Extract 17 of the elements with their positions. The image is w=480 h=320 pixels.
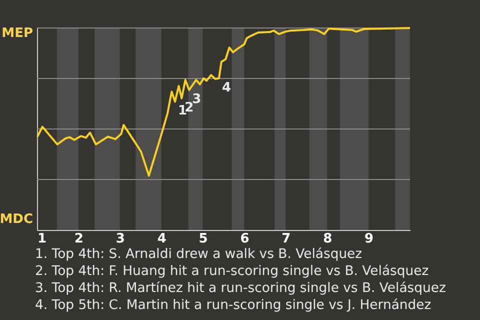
x-tick-label: 1 [38, 232, 47, 246]
text: 4. Top 5th: C. Martin hit a run-scoring single vs J. Hernández [35, 298, 432, 313]
x-tick-label: 7 [282, 232, 291, 246]
text: MDC [0, 212, 33, 227]
x-tick-label: 3 [116, 232, 125, 246]
x-tick-label: 4 [157, 232, 166, 246]
text: MEP [2, 26, 33, 41]
x-tick-label: 9 [364, 232, 374, 246]
x-tick-label: 5 [198, 232, 208, 246]
text: 3. Top 4th: R. Martínez hit a run-scoring single vs B. Velásquez [35, 281, 446, 296]
text: 2. Top 4th: F. Huang hit a run-scoring single vs B. Velásquez [35, 264, 429, 279]
annotation: 4 [222, 80, 231, 96]
text: 1. Top 4th: S. Arnaldi drew a walk vs B. Velásquez [35, 247, 362, 262]
x-tick-label: 6 [240, 232, 250, 246]
x-tick-label: 8 [323, 232, 332, 246]
annotation: 3 [192, 92, 202, 108]
x-tick-label: 2 [74, 232, 84, 246]
